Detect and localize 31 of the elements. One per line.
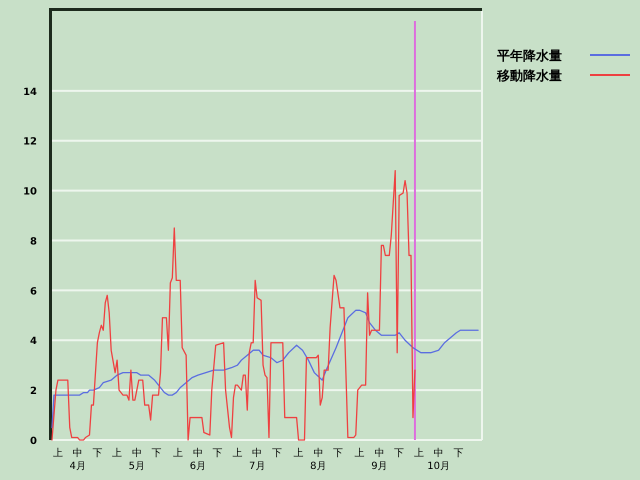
x-tick-label: 上	[112, 447, 122, 459]
y-tick-label: 6	[30, 286, 38, 298]
y-tick-label: 8	[30, 236, 38, 248]
x-tick-label: 上	[232, 447, 242, 459]
x-tick-label: 上	[414, 447, 424, 459]
y-tick-label: 4	[30, 336, 38, 348]
x-tick-label: 中 7月	[248, 447, 266, 472]
legend-label: 平年降水量	[496, 49, 562, 64]
x-tick-label: 中 10月	[427, 447, 450, 472]
x-tick-label: 下	[394, 448, 404, 459]
x-tick-label: 中 4月	[69, 447, 86, 472]
x-tick-label: 中 5月	[128, 447, 146, 472]
x-tick-label: 下	[212, 448, 223, 459]
x-tick-label: 上	[173, 447, 184, 459]
x-tick-label: 中 6月	[190, 447, 206, 472]
x-tick-label: 下	[272, 448, 282, 459]
y-tick-label: 0	[30, 436, 38, 447]
x-tick-label: 中 8月	[310, 447, 326, 472]
x-tick-label: 下	[92, 448, 102, 459]
x-tick-label: 下	[453, 448, 464, 459]
legend-label: 移動降水量	[496, 69, 562, 84]
x-tick-label: 下	[333, 448, 344, 459]
x-tick-label: 中 9月	[371, 447, 388, 472]
x-tick-label: 上	[294, 447, 304, 459]
x-tick-label: 上	[52, 447, 63, 459]
y-tick-label: 2	[30, 386, 38, 398]
y-tick-label: 12	[23, 136, 38, 148]
x-tick-label: 上	[354, 447, 365, 459]
y-tick-label: 10	[23, 186, 38, 198]
y-tick-label: 14	[23, 86, 38, 98]
x-tick-label: 下	[152, 448, 162, 459]
